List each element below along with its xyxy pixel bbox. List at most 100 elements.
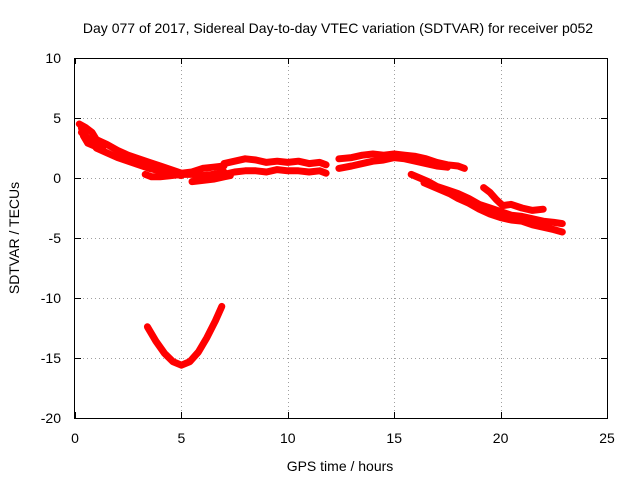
- data-point: [253, 168, 259, 173]
- data-point: [264, 160, 269, 165]
- data-point: [413, 159, 418, 164]
- data-point: [81, 133, 86, 139]
- data-point: [232, 169, 237, 175]
- data-point: [147, 166, 152, 171]
- data-point: [445, 165, 450, 170]
- data-point: [162, 351, 167, 356]
- data-point: [462, 166, 467, 171]
- data-point: [317, 168, 322, 173]
- data-point: [336, 166, 342, 171]
- data-point: [221, 172, 227, 177]
- data-point: [323, 171, 329, 176]
- data-point: [541, 219, 546, 224]
- data-point: [126, 153, 131, 158]
- data-point: [126, 159, 131, 164]
- data-point: [519, 205, 525, 211]
- data-point: [349, 155, 354, 160]
- x-tick-label: 25: [599, 430, 615, 446]
- data-point: [481, 185, 486, 190]
- data-point: [423, 161, 429, 166]
- data-point: [243, 168, 248, 173]
- data-point: [530, 216, 535, 221]
- data-point: [104, 150, 110, 155]
- data-point: [200, 178, 205, 183]
- data-point: [360, 161, 365, 166]
- data-point: [430, 184, 435, 189]
- y-tick-label: 5: [53, 110, 61, 126]
- data-point: [149, 174, 154, 179]
- data-point: [211, 177, 216, 182]
- y-tick-label: -20: [41, 410, 61, 426]
- data-point: [370, 151, 376, 157]
- data-point: [455, 163, 461, 169]
- series-main-band-upper: [75, 120, 228, 177]
- data-point: [94, 144, 99, 149]
- data-point: [500, 203, 505, 208]
- data-point: [551, 227, 556, 232]
- data-point: [296, 159, 301, 164]
- data-point: [189, 179, 195, 184]
- data-point: [187, 359, 193, 364]
- data-point: [370, 159, 376, 164]
- data-point: [551, 220, 556, 225]
- data-point: [275, 167, 280, 172]
- data-point: [417, 175, 422, 181]
- data-point: [541, 225, 546, 230]
- data-point: [179, 363, 184, 368]
- data-point: [519, 214, 525, 219]
- data-point: [200, 173, 205, 178]
- data-point: [253, 157, 259, 163]
- data-point: [136, 162, 141, 167]
- data-point: [509, 202, 514, 207]
- data-point: [211, 165, 216, 170]
- data-point: [200, 166, 205, 171]
- data-point: [409, 172, 414, 177]
- data-point: [434, 163, 439, 169]
- data-point: [560, 221, 565, 226]
- data-point: [285, 168, 290, 173]
- data-point: [477, 207, 482, 212]
- data-point: [243, 156, 248, 161]
- data-point: [421, 180, 427, 185]
- data-point: [145, 324, 150, 329]
- y-tick-label: -15: [41, 350, 61, 366]
- data-point: [143, 172, 148, 177]
- y-tick-label: 0: [53, 170, 61, 186]
- data-point: [447, 191, 452, 196]
- plot-frame: [74, 58, 608, 419]
- data-point: [455, 196, 461, 201]
- data-point: [530, 222, 535, 227]
- data-point: [89, 130, 95, 135]
- data-point: [232, 159, 237, 164]
- data-point: [402, 156, 407, 161]
- data-point: [360, 153, 365, 158]
- data-point: [323, 162, 329, 167]
- x-tick-label: 0: [71, 430, 79, 446]
- data-point: [285, 160, 290, 165]
- data-point: [487, 205, 493, 211]
- series-trough-curve: [143, 302, 226, 369]
- data-point: [466, 201, 471, 206]
- data-point: [296, 168, 301, 173]
- x-tick-label: 10: [280, 430, 296, 446]
- data-point: [264, 169, 269, 175]
- data-point: [85, 141, 91, 146]
- data-point: [100, 145, 105, 151]
- data-point: [115, 155, 120, 160]
- data-point: [530, 208, 535, 213]
- data-point: [494, 197, 499, 202]
- data-point: [147, 160, 152, 165]
- data-point: [317, 160, 322, 165]
- chart-title: Day 077 of 2017, Sidereal Day-to-day VTE…: [83, 20, 593, 36]
- data-point: [560, 229, 565, 235]
- data-point: [487, 190, 493, 195]
- data-point: [306, 161, 312, 166]
- data-point: [306, 169, 312, 175]
- x-tick-label: 15: [386, 430, 402, 446]
- data-point: [336, 156, 342, 161]
- data-point: [541, 207, 546, 212]
- data-point: [115, 148, 120, 153]
- data-point: [204, 335, 210, 340]
- data-point: [196, 349, 201, 355]
